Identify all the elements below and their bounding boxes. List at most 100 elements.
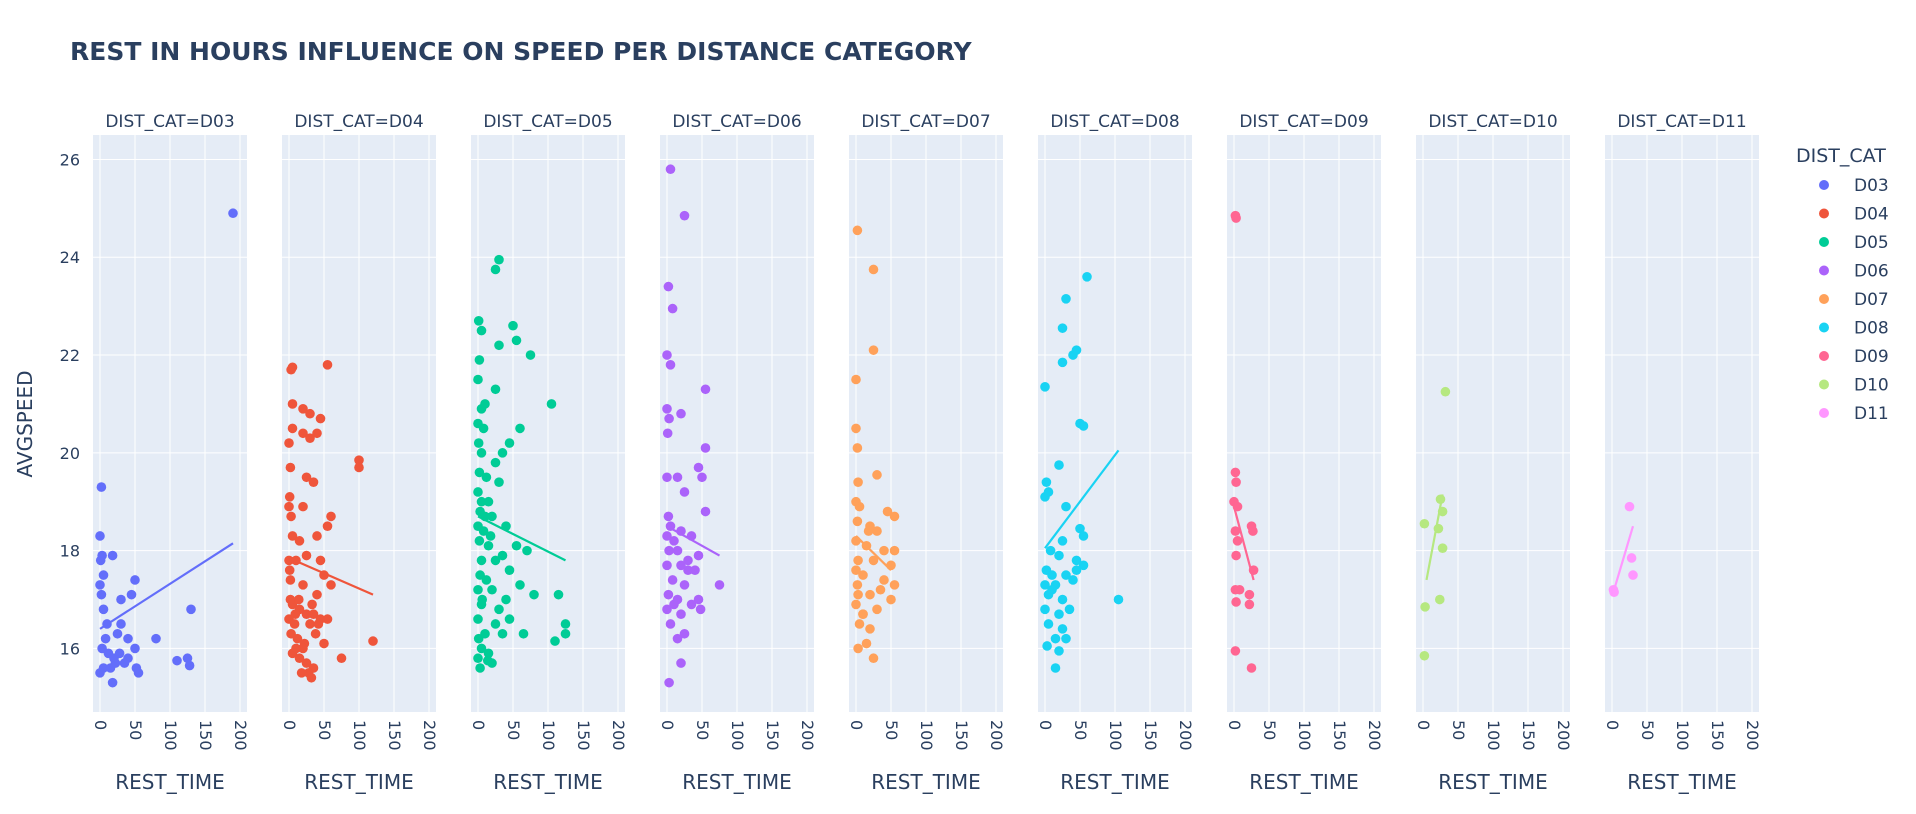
data-point[interactable] [107, 677, 118, 688]
legend-item-d07[interactable]: D07 [1819, 290, 1889, 310]
data-point[interactable] [863, 526, 874, 536]
data-point[interactable] [480, 399, 490, 409]
data-point[interactable] [474, 536, 485, 546]
data-point[interactable] [130, 643, 140, 654]
data-point[interactable] [476, 496, 487, 507]
data-point[interactable] [1057, 357, 1068, 368]
data-point[interactable] [679, 628, 690, 639]
data-point[interactable] [546, 399, 557, 409]
data-point[interactable] [1248, 526, 1258, 536]
data-point[interactable] [107, 550, 118, 561]
data-point[interactable] [473, 633, 484, 644]
data-point[interactable] [294, 594, 304, 605]
data-point[interactable] [298, 580, 308, 590]
data-point[interactable] [284, 492, 295, 502]
data-point[interactable] [868, 345, 879, 355]
data-point[interactable] [1078, 531, 1089, 541]
legend-item-d09[interactable]: D09 [1819, 347, 1889, 367]
data-point[interactable] [308, 477, 319, 487]
data-point[interactable] [131, 663, 142, 673]
data-point[interactable] [294, 536, 305, 546]
data-point[interactable] [322, 614, 333, 624]
data-point[interactable] [286, 511, 296, 522]
data-point[interactable] [1043, 487, 1054, 497]
data-point[interactable] [854, 501, 865, 512]
data-point[interactable] [95, 555, 106, 566]
data-point[interactable] [322, 521, 333, 531]
data-point[interactable] [1626, 553, 1637, 563]
data-point[interactable] [1047, 570, 1057, 580]
data-point[interactable] [301, 658, 312, 668]
data-point[interactable] [286, 364, 296, 375]
data-point[interactable] [1054, 460, 1064, 470]
data-point[interactable] [1440, 386, 1451, 397]
data-point[interactable] [123, 653, 133, 664]
data-point[interactable] [665, 619, 676, 629]
data-point[interactable] [116, 619, 126, 629]
data-point[interactable] [305, 619, 315, 629]
data-point[interactable] [473, 316, 484, 326]
data-point[interactable] [508, 320, 518, 331]
data-point[interactable] [1061, 501, 1071, 512]
data-point[interactable] [672, 633, 683, 644]
data-point[interactable] [858, 570, 868, 580]
data-point[interactable] [326, 580, 336, 590]
data-point[interactable] [289, 619, 300, 629]
data-point[interactable] [313, 619, 324, 629]
data-point[interactable] [872, 470, 882, 480]
data-point[interactable] [852, 225, 863, 236]
data-point[interactable] [501, 594, 511, 605]
data-point[interactable] [1045, 545, 1056, 556]
data-point[interactable] [1113, 594, 1124, 605]
data-point[interactable] [679, 580, 690, 590]
data-point[interactable] [112, 628, 123, 639]
data-point[interactable] [676, 609, 686, 620]
data-point[interactable] [662, 472, 672, 483]
data-point[interactable] [553, 589, 564, 600]
data-point[interactable] [511, 540, 522, 551]
data-point[interactable] [490, 619, 501, 629]
data-point[interactable] [96, 589, 107, 600]
data-point[interactable] [1231, 213, 1241, 223]
data-point[interactable] [1057, 594, 1068, 605]
data-point[interactable] [294, 653, 305, 664]
data-point[interactable] [306, 672, 317, 683]
data-point[interactable] [478, 526, 489, 536]
data-point[interactable] [497, 550, 508, 561]
data-point[interactable] [490, 384, 501, 395]
data-point[interactable] [473, 374, 483, 385]
data-point[interactable] [287, 531, 298, 541]
data-point[interactable] [305, 408, 315, 419]
data-point[interactable] [1041, 477, 1052, 487]
legend-item-d10[interactable]: D10 [1819, 376, 1889, 396]
data-point[interactable] [1078, 560, 1089, 571]
data-point[interactable] [518, 628, 529, 639]
data-point[interactable] [700, 384, 711, 395]
data-point[interactable] [1054, 550, 1064, 561]
data-point[interactable] [852, 443, 863, 453]
data-point[interactable] [494, 340, 504, 351]
data-point[interactable] [1231, 597, 1241, 607]
data-point[interactable] [287, 423, 298, 434]
data-point[interactable] [700, 506, 711, 517]
data-point[interactable] [889, 580, 900, 590]
data-point[interactable] [662, 604, 672, 615]
data-point[interactable] [98, 604, 109, 615]
data-point[interactable] [1043, 619, 1054, 629]
data-point[interactable] [1040, 604, 1050, 615]
data-point[interactable] [1232, 536, 1243, 546]
data-point[interactable] [494, 604, 504, 615]
data-point[interactable] [301, 609, 312, 620]
data-point[interactable] [1071, 345, 1082, 355]
data-point[interactable] [483, 540, 494, 551]
data-point[interactable] [1419, 518, 1430, 529]
data-point[interactable] [305, 433, 315, 443]
data-point[interactable] [1050, 663, 1061, 673]
data-point[interactable] [693, 462, 704, 473]
data-point[interactable] [854, 619, 865, 629]
data-point[interactable] [326, 511, 336, 522]
data-point[interactable] [852, 580, 863, 590]
data-point[interactable] [98, 570, 109, 580]
data-point[interactable] [662, 428, 673, 439]
data-point[interactable] [1230, 467, 1241, 478]
